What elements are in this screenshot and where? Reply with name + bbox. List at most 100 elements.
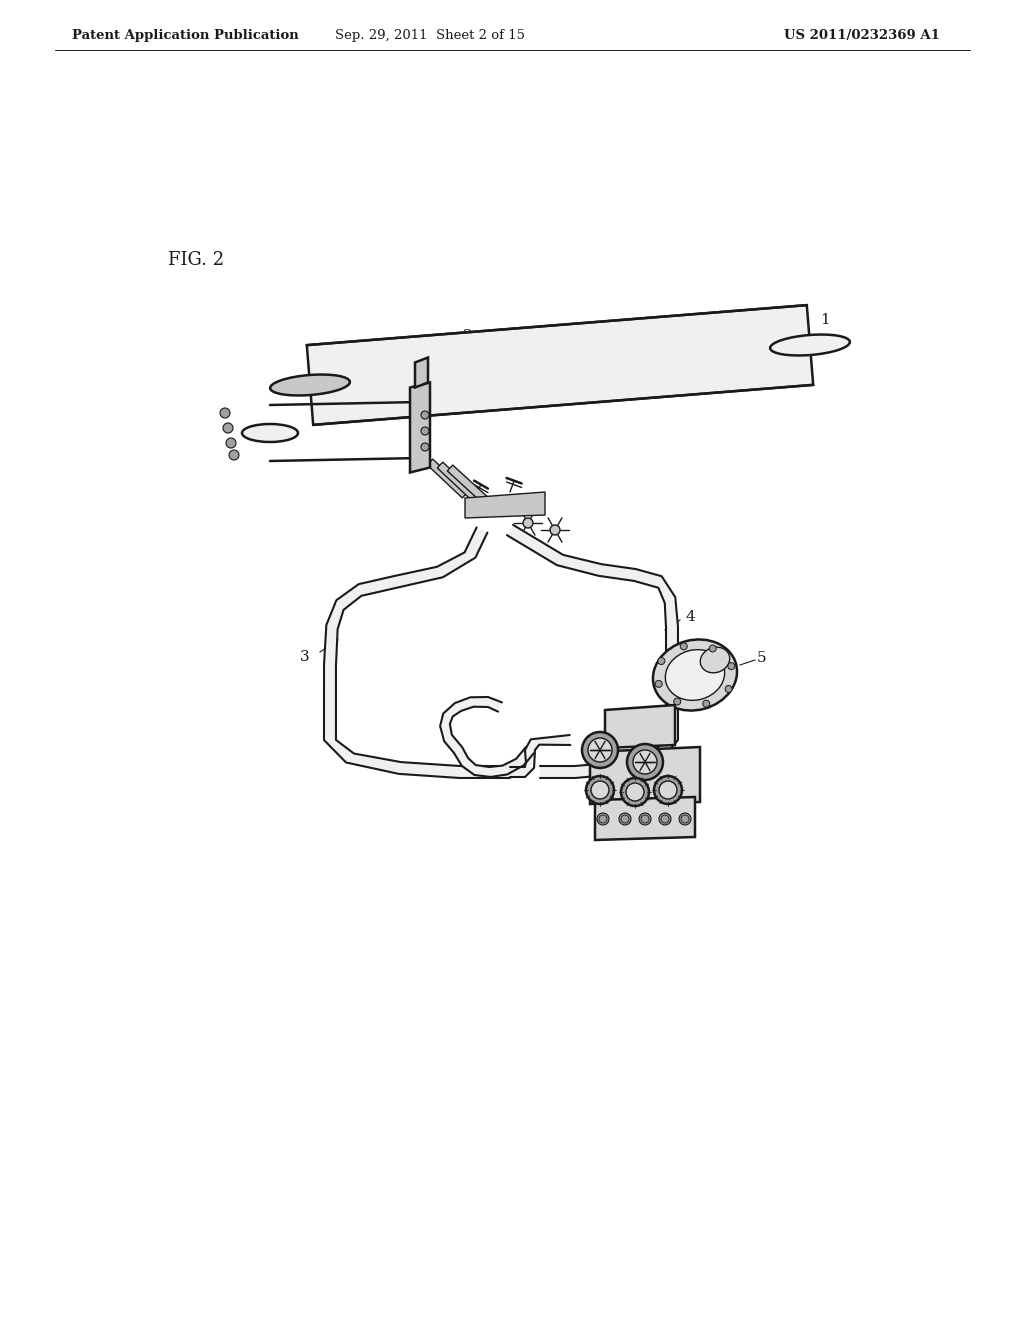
Polygon shape (605, 705, 675, 748)
Ellipse shape (591, 781, 609, 799)
Ellipse shape (599, 814, 607, 822)
Ellipse shape (641, 814, 649, 822)
Circle shape (674, 698, 681, 705)
Polygon shape (457, 697, 474, 711)
Ellipse shape (270, 375, 350, 396)
Text: 4: 4 (685, 610, 694, 624)
Polygon shape (307, 305, 813, 425)
Ellipse shape (586, 776, 614, 804)
Polygon shape (444, 735, 462, 754)
Ellipse shape (681, 814, 689, 822)
Polygon shape (590, 747, 700, 804)
Circle shape (679, 813, 691, 825)
Polygon shape (666, 665, 678, 710)
Ellipse shape (662, 814, 669, 822)
Text: 1: 1 (820, 313, 829, 327)
Text: Sep. 29, 2011  Sheet 2 of 15: Sep. 29, 2011 Sheet 2 of 15 (335, 29, 525, 41)
Circle shape (220, 408, 230, 418)
Polygon shape (472, 697, 488, 708)
Polygon shape (326, 735, 354, 763)
Circle shape (657, 657, 665, 664)
Polygon shape (650, 735, 677, 762)
Ellipse shape (700, 647, 730, 673)
Circle shape (226, 438, 236, 447)
Polygon shape (535, 735, 570, 747)
Circle shape (639, 813, 651, 825)
Polygon shape (460, 766, 510, 777)
Text: 3: 3 (300, 649, 310, 664)
Polygon shape (393, 566, 441, 587)
Polygon shape (525, 750, 535, 766)
Polygon shape (654, 579, 675, 603)
Polygon shape (327, 603, 346, 630)
Polygon shape (503, 758, 522, 775)
Ellipse shape (242, 424, 298, 442)
Polygon shape (462, 758, 478, 774)
Polygon shape (427, 459, 468, 498)
Circle shape (680, 643, 687, 649)
Polygon shape (324, 665, 336, 710)
Polygon shape (516, 747, 534, 766)
Circle shape (229, 450, 239, 459)
Circle shape (597, 813, 609, 825)
Polygon shape (664, 599, 678, 627)
Ellipse shape (621, 777, 649, 807)
Polygon shape (465, 528, 487, 557)
Ellipse shape (621, 814, 629, 822)
Polygon shape (599, 564, 636, 581)
Polygon shape (337, 585, 364, 610)
Circle shape (655, 680, 663, 688)
Polygon shape (510, 767, 525, 777)
Text: US 2011/0232369 A1: US 2011/0232369 A1 (784, 29, 940, 41)
Circle shape (702, 700, 710, 708)
Circle shape (728, 663, 735, 669)
Circle shape (659, 813, 671, 825)
Polygon shape (437, 462, 478, 500)
Polygon shape (324, 627, 338, 665)
Polygon shape (525, 739, 540, 752)
Text: 5: 5 (757, 651, 767, 665)
Text: Patent Application Publication: Patent Application Publication (72, 29, 299, 41)
Polygon shape (558, 554, 601, 576)
Ellipse shape (654, 776, 682, 804)
Polygon shape (507, 525, 538, 550)
Polygon shape (634, 569, 662, 587)
Circle shape (550, 525, 560, 535)
Polygon shape (444, 704, 461, 719)
Ellipse shape (666, 649, 725, 701)
Polygon shape (415, 358, 428, 388)
Ellipse shape (582, 733, 618, 768)
Polygon shape (540, 766, 575, 777)
Polygon shape (358, 576, 396, 595)
Polygon shape (454, 747, 469, 764)
Polygon shape (574, 762, 621, 777)
Circle shape (710, 645, 716, 652)
Ellipse shape (659, 781, 677, 799)
Text: 2: 2 (463, 329, 473, 342)
Polygon shape (324, 710, 336, 741)
Ellipse shape (770, 334, 850, 355)
Polygon shape (521, 762, 535, 775)
Polygon shape (440, 714, 453, 726)
Polygon shape (349, 752, 401, 774)
Polygon shape (618, 752, 656, 774)
Circle shape (421, 411, 429, 418)
Polygon shape (447, 465, 487, 503)
Polygon shape (666, 627, 678, 665)
Circle shape (618, 813, 631, 825)
Circle shape (223, 422, 233, 433)
Polygon shape (531, 540, 563, 565)
Text: FIG. 2: FIG. 2 (168, 251, 224, 269)
Ellipse shape (633, 750, 657, 774)
Ellipse shape (626, 783, 644, 801)
Polygon shape (399, 762, 461, 777)
Ellipse shape (653, 639, 737, 710)
Polygon shape (440, 723, 453, 739)
Polygon shape (474, 766, 490, 777)
Ellipse shape (627, 744, 663, 780)
Polygon shape (595, 797, 695, 840)
Polygon shape (486, 697, 502, 711)
Polygon shape (666, 710, 678, 741)
Polygon shape (465, 492, 545, 517)
Circle shape (523, 517, 534, 528)
